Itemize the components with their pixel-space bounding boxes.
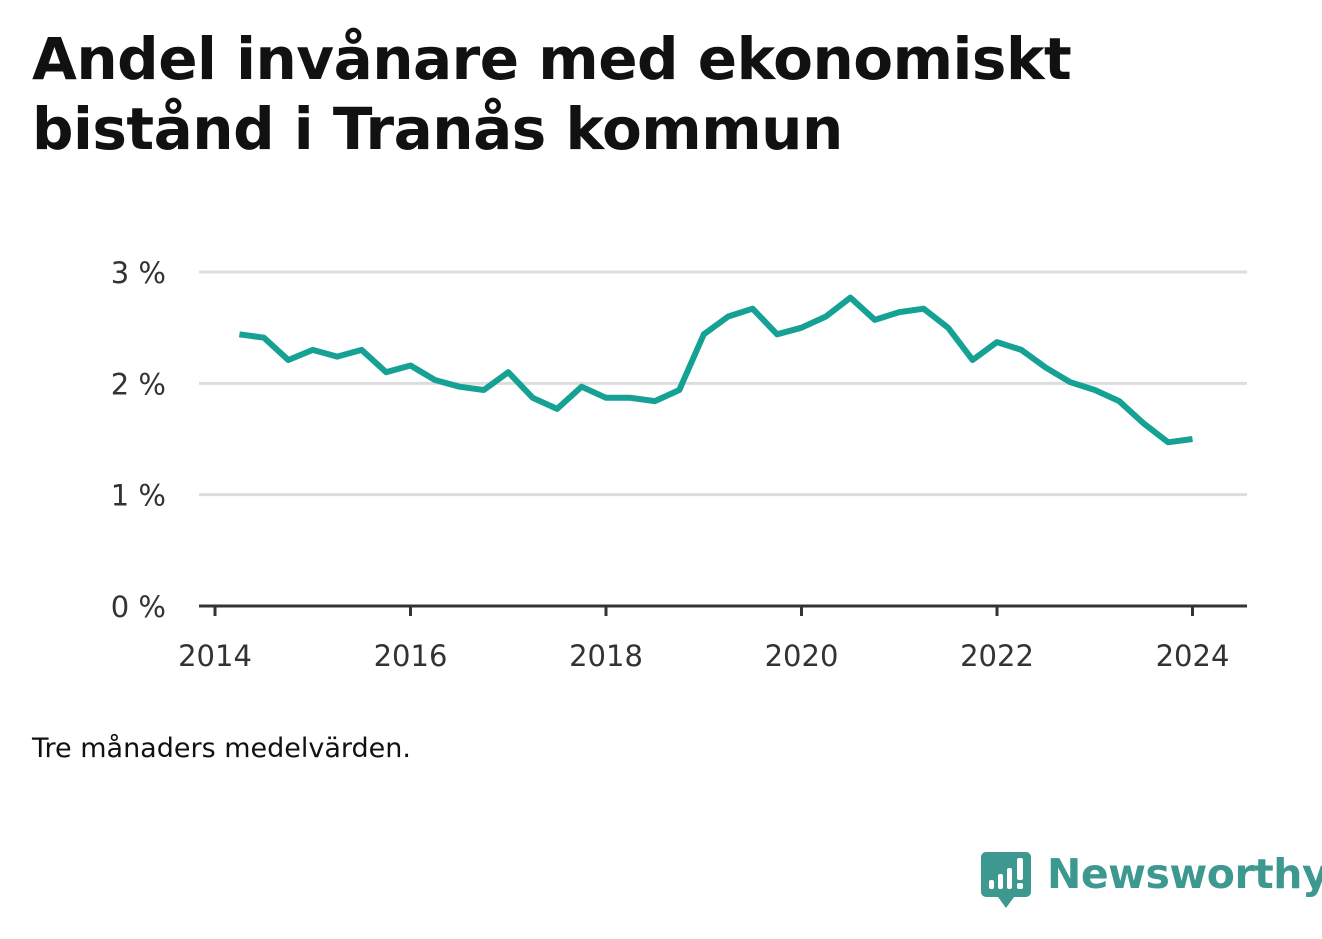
x-axis [199,604,1247,616]
newsworthy-bar-chart-icon [981,852,1031,908]
x-tick-label: 2016 [374,639,448,673]
series-layer [238,294,1193,446]
chart-title: Andel invånare med ekonomiskt bistånd i … [32,25,1072,163]
y-tick-label: 3 % [111,256,166,290]
x-tick-label: 2020 [765,639,839,673]
newsworthy-logo: Newsworthy [980,850,1322,912]
chart-note: Tre månaders medelvärden. [32,733,411,764]
y-axis-tick-labels: 0 % 1 % 2 % 3 % [111,256,166,624]
gridlines [199,270,1247,497]
x-tick-label: 2018 [569,639,643,673]
x-tick-label: 2014 [178,639,252,673]
y-tick-label: 2 % [111,367,166,401]
x-axis-tick-labels: 2014 2016 2018 2020 2022 2024 [178,639,1229,673]
series-line [238,294,1193,446]
y-tick-label: 1 % [111,479,166,513]
x-tick-label: 2024 [1156,639,1230,673]
x-tick-label: 2022 [960,639,1034,673]
y-tick-label: 0 % [111,590,166,624]
brand-name: Newsworthy [1047,850,1322,898]
